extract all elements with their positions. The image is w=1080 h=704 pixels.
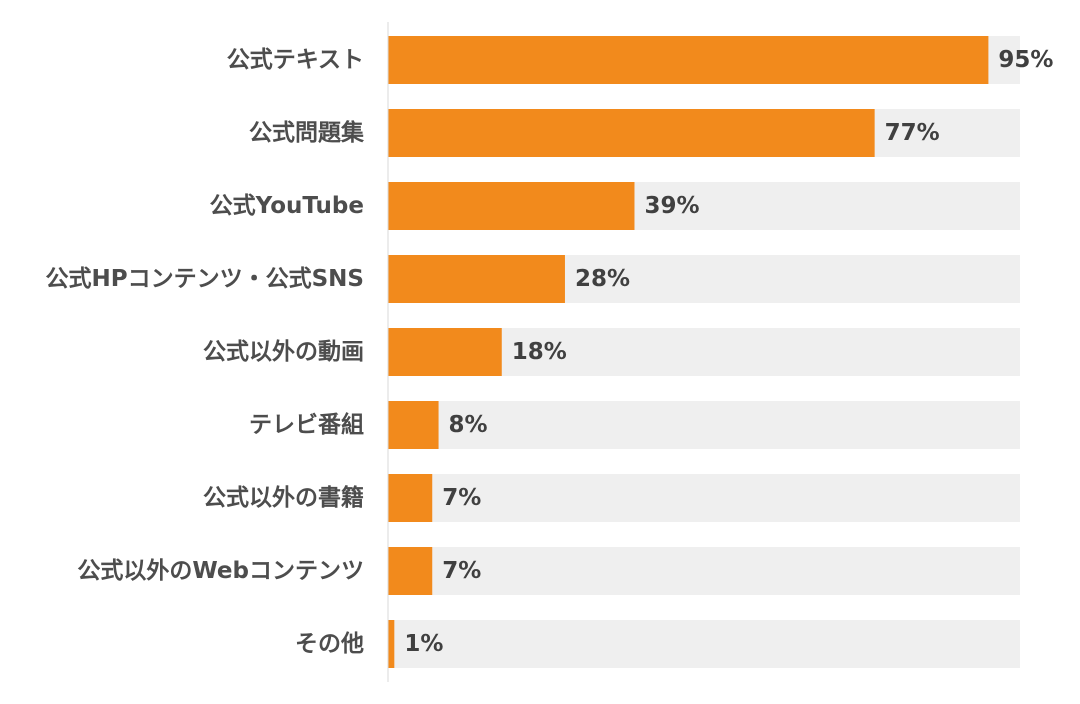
- value-label: 7%: [442, 558, 481, 584]
- value-label: 1%: [404, 631, 443, 657]
- bar: [388, 620, 395, 668]
- bar-track: [388, 547, 1020, 595]
- bar: [388, 328, 502, 376]
- category-label: テレビ番組: [249, 411, 364, 438]
- category-label: 公式YouTube: [210, 193, 364, 219]
- value-label: 39%: [644, 193, 699, 219]
- category-label: その他: [295, 631, 364, 657]
- bar: [388, 401, 439, 449]
- value-labels: 95% 77% 39% 28% 18% 8% 7% 7% 1%: [404, 47, 1053, 657]
- bar-track: [388, 401, 1020, 449]
- bar: [388, 36, 989, 84]
- category-label: 公式以外のWebコンテンツ: [77, 557, 364, 584]
- bar: [388, 547, 433, 595]
- category-label: 公式問題集: [249, 119, 365, 146]
- bar: [388, 109, 875, 157]
- bar-track: [388, 474, 1020, 522]
- value-label: 7%: [442, 485, 481, 511]
- bars: [388, 36, 989, 668]
- category-label: 公式以外の書籍: [203, 484, 364, 511]
- bar: [388, 474, 433, 522]
- category-label: 公式以外の動画: [203, 338, 364, 365]
- value-label: 8%: [449, 412, 488, 438]
- value-label: 95%: [998, 47, 1053, 73]
- category-label: 公式テキスト: [227, 47, 364, 73]
- value-label: 77%: [885, 120, 940, 146]
- bar: [388, 182, 635, 230]
- value-label: 18%: [512, 339, 567, 365]
- bar: [388, 255, 565, 303]
- category-label: 公式HPコンテンツ・公式SNS: [46, 266, 365, 292]
- bar-track: [388, 620, 1020, 668]
- value-label: 28%: [575, 266, 630, 292]
